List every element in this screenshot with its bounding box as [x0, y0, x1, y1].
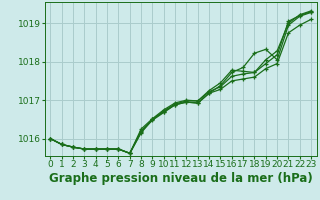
X-axis label: Graphe pression niveau de la mer (hPa): Graphe pression niveau de la mer (hPa)	[49, 172, 313, 185]
